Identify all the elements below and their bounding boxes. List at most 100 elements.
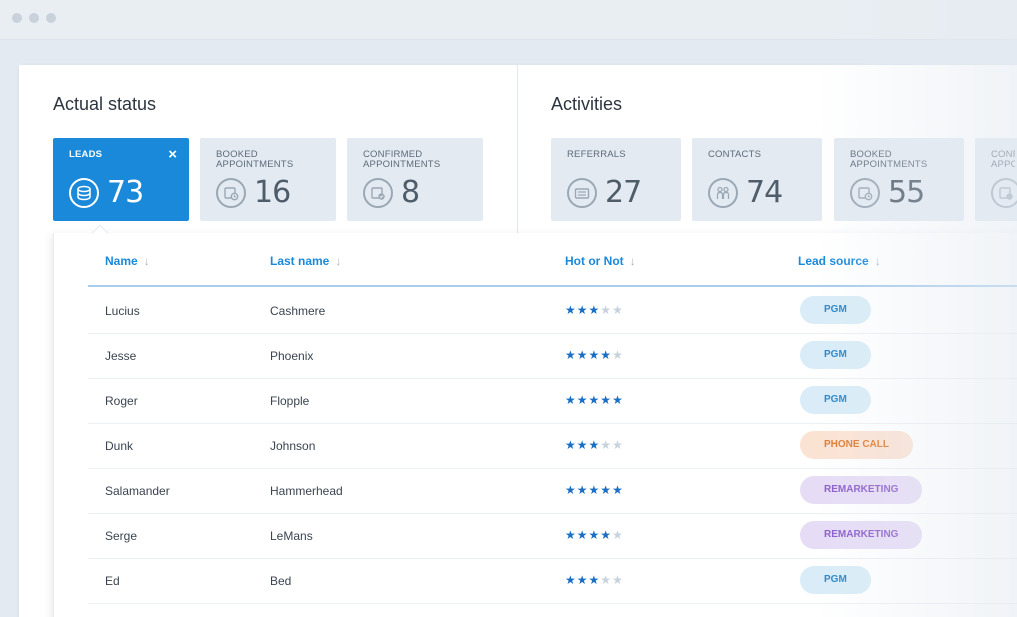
star-filled-icon: ★ — [588, 528, 601, 542]
column-header-hot-or-not[interactable]: Hot or Not ↓ — [565, 254, 636, 268]
section-divider — [517, 65, 518, 233]
close-icon[interactable]: × — [168, 146, 177, 163]
column-header-last-name[interactable]: Last name ↓ — [270, 254, 341, 268]
star-empty-icon: ★ — [612, 438, 624, 452]
lead-source-badge: PGM — [800, 386, 871, 414]
card-label: CONF APPO — [991, 150, 1015, 170]
star-filled-icon: ★ — [565, 573, 577, 587]
cell-last-name: Phoenix — [270, 349, 314, 363]
table-row[interactable]: Serge LeMans ★★★★★ REMARKETING — [88, 514, 1017, 559]
cell-name: Salamander — [105, 484, 170, 498]
window-dot-minimize[interactable] — [29, 13, 39, 23]
card-value: 8 — [401, 175, 420, 210]
star-filled-icon: ★ — [576, 393, 589, 407]
lead-source-badge: REMARKETING — [800, 476, 923, 504]
star-filled-icon: ★ — [576, 528, 589, 542]
star-filled-icon: ★ — [565, 438, 577, 452]
card-label: LEADS — [69, 149, 103, 160]
star-filled-icon: ★ — [565, 303, 577, 317]
star-empty-icon: ★ — [600, 573, 613, 587]
cell-name: Serge — [105, 529, 138, 543]
star-filled-icon: ★ — [565, 348, 577, 362]
table-row[interactable]: Jesse Phoenix ★★★★★ PGM — [88, 334, 1017, 379]
cell-name: Roger — [105, 394, 138, 408]
card-label: CONTACTS — [708, 149, 762, 160]
star-filled-icon: ★ — [565, 393, 577, 407]
column-header-lead-source[interactable]: Lead source ↓ — [798, 254, 881, 268]
table-row[interactable]: Ed Bed ★★★★★ PGM — [88, 559, 1017, 604]
star-filled-icon: ★ — [588, 348, 601, 362]
star-empty-icon: ★ — [600, 438, 613, 452]
star-filled-icon: ★ — [588, 438, 601, 452]
star-filled-icon: ★ — [612, 393, 624, 407]
status-card-booked-appointments[interactable]: BOOKED APPOINTMENTS 16 — [200, 138, 336, 221]
lead-source-badge: PHONE CALL — [800, 431, 913, 459]
cell-last-name: Cashmere — [270, 304, 326, 318]
card-value: 55 — [888, 175, 925, 210]
status-card-confirmed-appointments[interactable]: CONFIRMED APPOINTMENTS 8 — [347, 138, 483, 221]
cell-name: Dunk — [105, 439, 134, 453]
lead-source-badge: PGM — [800, 341, 871, 369]
column-label: Lead source — [798, 254, 869, 268]
star-filled-icon: ★ — [588, 573, 601, 587]
window-title-bar — [0, 0, 1017, 40]
star-filled-icon: ★ — [612, 483, 624, 497]
card-value: 74 — [746, 175, 783, 210]
star-filled-icon: ★ — [588, 393, 601, 407]
cell-last-name: Flopple — [270, 394, 310, 408]
rating-stars[interactable]: ★★★★★ — [565, 393, 624, 407]
cell-name: Lucius — [105, 304, 140, 318]
star-filled-icon: ★ — [576, 303, 589, 317]
star-filled-icon: ★ — [588, 303, 601, 317]
rating-stars[interactable]: ★★★★★ — [565, 573, 624, 587]
sort-arrow-icon: ↓ — [335, 254, 342, 268]
star-filled-icon: ★ — [576, 438, 589, 452]
activity-card-confirmed-appointments[interactable]: CONF APPO — [975, 138, 1017, 221]
column-label: Name — [105, 254, 138, 268]
sort-arrow-icon: ↓ — [143, 254, 150, 268]
table-row[interactable]: Salamander Hammerhead ★★★★★ REMARKETING — [88, 469, 1017, 514]
column-header-name[interactable]: Name ↓ — [105, 254, 150, 268]
window-dot-maximize[interactable] — [46, 13, 56, 23]
id-card-icon — [567, 178, 597, 208]
activity-card-referrals[interactable]: REFERRALS 27 — [551, 138, 681, 221]
star-filled-icon: ★ — [600, 483, 613, 497]
cell-name: Ed — [105, 574, 120, 588]
dashboard-panel: Actual status Activities LEADS × 73 BOOK… — [19, 65, 1017, 617]
rating-stars[interactable]: ★★★★★ — [565, 438, 624, 452]
star-filled-icon: ★ — [576, 573, 589, 587]
table-row[interactable]: Roger Flopple ★★★★★ PGM — [88, 379, 1017, 424]
table-row[interactable]: Lucius Cashmere ★★★★★ PGM — [88, 289, 1017, 334]
star-empty-icon: ★ — [612, 573, 624, 587]
cell-last-name: Bed — [270, 574, 292, 588]
star-filled-icon: ★ — [576, 348, 589, 362]
card-value: 27 — [605, 175, 642, 210]
table-row[interactable]: Dunk Johnson ★★★★★ PHONE CALL — [88, 424, 1017, 469]
star-filled-icon: ★ — [600, 348, 613, 362]
star-filled-icon: ★ — [576, 483, 589, 497]
star-empty-icon: ★ — [612, 528, 624, 542]
cell-last-name: Johnson — [270, 439, 316, 453]
calendar-check-icon — [363, 178, 393, 208]
card-value: 73 — [107, 175, 144, 210]
lead-source-badge: PGM — [800, 566, 871, 594]
status-card-leads[interactable]: LEADS × 73 — [53, 138, 189, 221]
cell-last-name: LeMans — [270, 529, 313, 543]
star-filled-icon: ★ — [565, 483, 577, 497]
table-header: Name ↓ Last name ↓ Hot or Not ↓ Lead source… — [88, 233, 1017, 287]
rating-stars[interactable]: ★★★★★ — [565, 303, 624, 317]
lead-source-badge: REMARKETING — [800, 521, 923, 549]
rating-stars[interactable]: ★★★★★ — [565, 348, 624, 362]
star-filled-icon: ★ — [565, 528, 577, 542]
leads-table: Name ↓ Last name ↓ Hot or Not ↓ Lead source… — [53, 224, 1017, 617]
window-dot-close[interactable] — [12, 13, 22, 23]
column-label: Last name — [270, 254, 330, 268]
star-filled-icon: ★ — [600, 393, 613, 407]
activity-card-contacts[interactable]: CONTACTS 74 — [692, 138, 822, 221]
lead-source-badge: PGM — [800, 296, 871, 324]
activity-card-booked-appointments[interactable]: BOOKED APPOINTMENTS 55 — [834, 138, 964, 221]
card-value: 16 — [254, 175, 291, 210]
cell-name: Jesse — [105, 349, 137, 363]
rating-stars[interactable]: ★★★★★ — [565, 483, 624, 497]
rating-stars[interactable]: ★★★★★ — [565, 528, 624, 542]
